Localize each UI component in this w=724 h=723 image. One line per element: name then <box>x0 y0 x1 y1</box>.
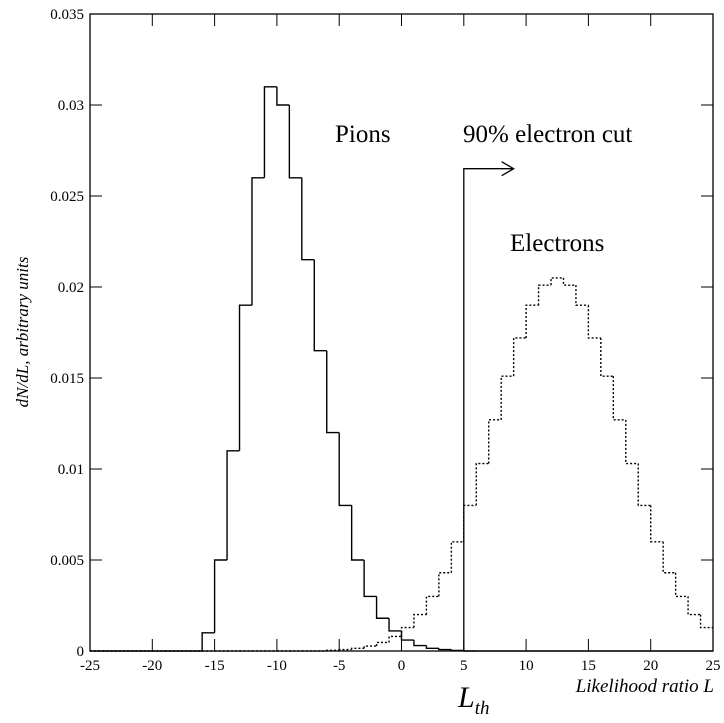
histogram-step <box>363 645 377 649</box>
histogram-step <box>612 376 626 421</box>
histogram-step <box>363 560 377 598</box>
histogram-step <box>338 432 352 507</box>
x-tick-label: 15 <box>581 658 596 674</box>
histogram-step <box>400 626 414 637</box>
histogram-step <box>213 559 228 633</box>
y-tick-label: 0.01 <box>58 462 84 478</box>
histogram-step <box>562 277 576 286</box>
plot-frame <box>89 13 714 652</box>
y-tick-label: 0 <box>77 644 85 660</box>
y-axis-label: dN/dL, arbitrary units <box>13 256 32 407</box>
histogram-step <box>438 648 452 651</box>
histogram-step <box>413 640 427 647</box>
histogram-step <box>413 613 427 628</box>
histogram-step <box>575 285 589 306</box>
histogram-step <box>637 463 651 507</box>
histogram-step <box>625 419 639 465</box>
series-label: Pions <box>335 121 391 148</box>
histogram-step <box>350 505 365 561</box>
histogram-step <box>550 277 564 286</box>
x-tick-label: -25 <box>80 658 100 674</box>
x-tick-label: -5 <box>333 658 346 674</box>
histogram-step <box>251 177 265 306</box>
histogram-step <box>263 86 277 178</box>
x-tick-label: -10 <box>267 658 287 674</box>
histogram-step <box>650 505 664 543</box>
histogram-step <box>587 305 601 339</box>
histogram-step <box>350 647 365 650</box>
histogram-step <box>425 645 439 649</box>
y-tick-label: 0.005 <box>50 553 84 569</box>
histogram-step <box>301 177 315 261</box>
histogram-step <box>450 541 464 573</box>
histogram-step <box>288 105 302 179</box>
cut-line <box>463 161 515 651</box>
x-axis-label: Likelihood ratio L <box>575 676 714 697</box>
histogram-step <box>525 304 539 338</box>
y-tick-label: 0.03 <box>58 98 84 114</box>
histogram-step <box>699 614 713 629</box>
x-tick-label: 25 <box>706 658 721 674</box>
histogram-step <box>475 462 489 506</box>
cut-label: 90% electron cut <box>463 121 632 148</box>
histogram-step <box>500 375 514 420</box>
threshold-label: Lth <box>457 681 489 718</box>
y-tick-label: 0.035 <box>50 7 84 23</box>
x-tick-label: 20 <box>643 658 658 674</box>
histogram-step <box>276 86 290 106</box>
x-tick-label: 5 <box>460 658 468 674</box>
histogram-step <box>388 635 402 643</box>
histogram-step <box>512 337 527 377</box>
histogram-step <box>662 541 676 574</box>
histogram-step <box>201 632 215 651</box>
histogram-step <box>326 649 340 651</box>
histogram-step <box>400 630 414 641</box>
y-tick-label: 0.02 <box>58 280 84 296</box>
histogram-step <box>375 596 390 619</box>
histogram-step <box>388 618 402 632</box>
x-tick-label: -15 <box>205 658 225 674</box>
x-tick-label: 10 <box>519 658 534 674</box>
histogram-step <box>238 304 252 451</box>
x-tick-label: -20 <box>142 658 162 674</box>
series-label: Electrons <box>510 230 604 257</box>
threshold-main: L <box>457 681 475 714</box>
histogram-step <box>450 649 464 652</box>
histogram-step <box>463 504 477 542</box>
histogram-step <box>375 641 390 647</box>
histogram-step <box>326 350 340 434</box>
histogram-step <box>425 595 439 615</box>
y-tick-label: 0.015 <box>50 371 84 387</box>
histogram-step <box>313 259 327 352</box>
histogram-step <box>463 650 477 652</box>
histogram-step <box>600 337 614 377</box>
histogram-step <box>674 572 689 598</box>
histogram-step <box>338 648 352 651</box>
histogram-step <box>226 450 240 560</box>
histogram-step <box>687 596 701 616</box>
x-tick-label: 0 <box>398 658 406 674</box>
histogram-step <box>488 419 502 464</box>
threshold-sub: th <box>475 698 490 718</box>
y-tick-label: 0.025 <box>50 189 84 205</box>
histogram-step <box>438 572 452 597</box>
histogram-step <box>537 284 552 306</box>
